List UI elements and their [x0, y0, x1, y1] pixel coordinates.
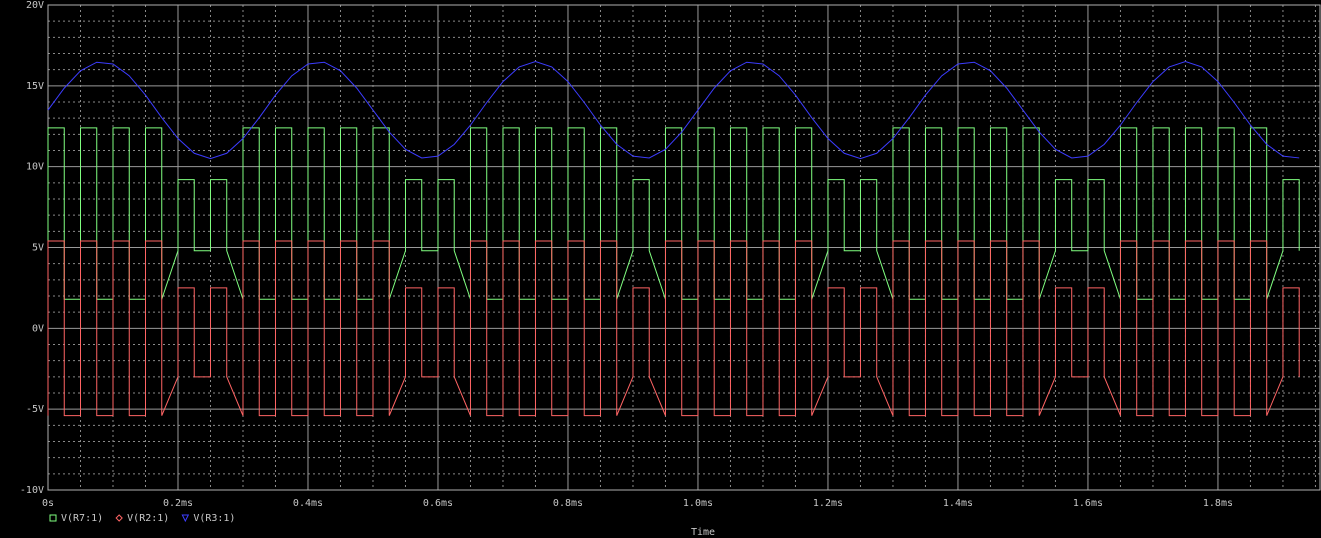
x-tick-label: 1.8ms — [1203, 498, 1233, 509]
x-axis-label: Time — [691, 527, 715, 538]
x-tick-label: 1.2ms — [813, 498, 843, 509]
y-tick-label: 10V — [26, 162, 44, 173]
y-tick-label: 5V — [32, 243, 44, 254]
line — [47, 127, 1300, 300]
legend-marker — [181, 514, 190, 523]
x-tick-label: 0s — [42, 498, 54, 509]
y-tick-label: -10V — [20, 485, 44, 496]
y-tick-label: 20V — [26, 0, 44, 11]
legend-marker — [49, 514, 57, 522]
x-tick-label: 0.2ms — [163, 498, 193, 509]
legend-label: V(R3:1) — [193, 513, 235, 524]
y-tick-label: -5V — [26, 404, 44, 415]
x-tick-label: 0.4ms — [293, 498, 323, 509]
y-tick-label: 0V — [32, 323, 44, 334]
legend-label: V(R7:1) — [61, 513, 103, 524]
y-tick-label: 15V — [26, 81, 44, 92]
line — [47, 61, 1300, 160]
x-tick-label: 1.0ms — [683, 498, 713, 509]
x-tick-label: 0.6ms — [423, 498, 453, 509]
legend-marker — [115, 514, 123, 522]
x-tick-label: 1.4ms — [943, 498, 973, 509]
x-tick-label: 0.8ms — [553, 498, 583, 509]
line — [47, 240, 1300, 417]
legend-label: V(R2:1) — [127, 513, 169, 524]
x-tick-label: 1.6ms — [1073, 498, 1103, 509]
